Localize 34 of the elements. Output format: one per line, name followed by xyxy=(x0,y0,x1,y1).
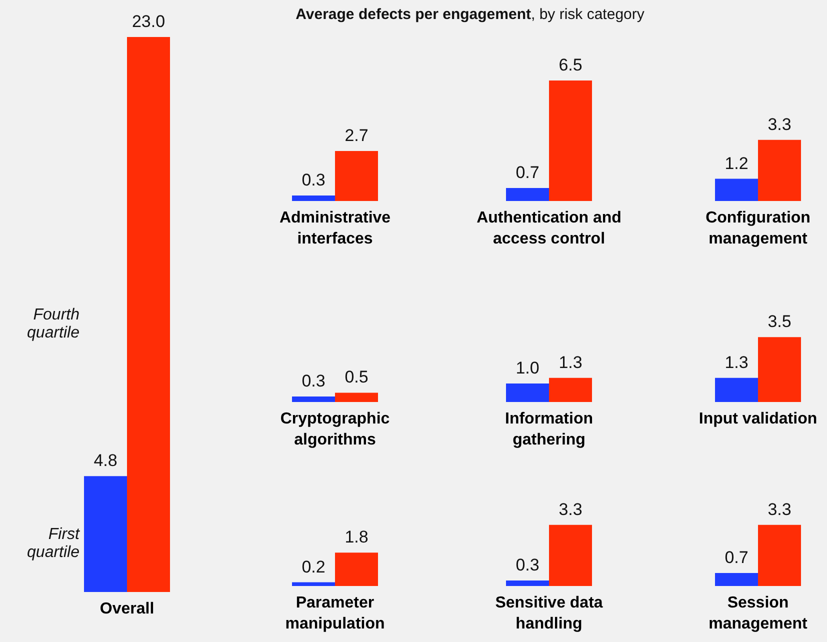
x-tick-label: Session management xyxy=(708,594,808,632)
data-label: 6.5 xyxy=(558,56,582,75)
chart-subtitle: , by risk category xyxy=(531,6,644,23)
data-label: 1.2 xyxy=(724,154,748,173)
data-label: 3.3 xyxy=(768,114,792,134)
x-tick-label: Information gathering xyxy=(505,410,593,448)
data-label: 1.0 xyxy=(516,358,540,378)
x-tick-label: Authentication and access control xyxy=(476,210,622,248)
data-label: 1.3 xyxy=(724,352,748,372)
data-label: 1.8 xyxy=(344,528,368,547)
x-tick-label: Cryptographic algorithms xyxy=(280,410,390,448)
text: Fourth quartile xyxy=(27,306,80,342)
x-tick-label: Administrative interfaces xyxy=(279,210,391,248)
data-label: 3.3 xyxy=(558,500,582,519)
data-label: 23.0 xyxy=(132,12,166,31)
x-tick-label: Input validation xyxy=(698,410,818,428)
x-tick-label: Parameter manipulation xyxy=(285,594,385,632)
data-label: 0.2 xyxy=(302,557,326,576)
x-tick-label: Configuration management xyxy=(706,210,810,248)
x-tick-label: Overall xyxy=(100,600,154,618)
data-label: 0.7 xyxy=(516,163,540,182)
x-tick-label: Sensitive data handling xyxy=(495,594,603,632)
data-label: 3.3 xyxy=(768,500,792,519)
data-label: 3.5 xyxy=(768,312,792,332)
data-label: 0.5 xyxy=(344,368,368,387)
series-label: First quartile xyxy=(27,526,80,562)
data-label: 0.3 xyxy=(302,371,326,390)
data-label: 0.3 xyxy=(516,555,540,574)
data-label: 4.8 xyxy=(94,451,118,470)
data-label: 2.7 xyxy=(344,126,368,145)
data-label: 0.7 xyxy=(724,548,748,568)
data-label: 1.3 xyxy=(558,352,582,372)
data-label: 0.3 xyxy=(302,170,326,190)
chart-title: Average defects per engagement xyxy=(296,6,531,23)
